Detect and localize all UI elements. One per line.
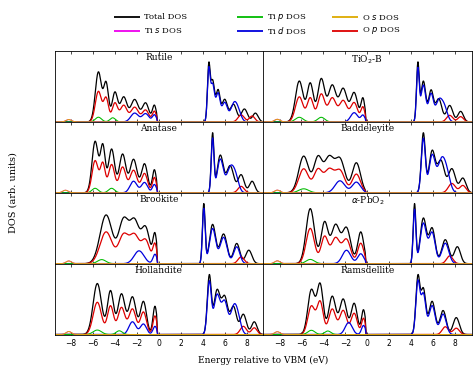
Text: Ti $p$ DOS: Ti $p$ DOS	[267, 11, 307, 23]
Text: Ramsdellite: Ramsdellite	[340, 266, 394, 275]
Text: TiO$_2$-B: TiO$_2$-B	[352, 53, 383, 66]
Text: O $p$ DOS: O $p$ DOS	[362, 25, 400, 37]
Text: Hollandite: Hollandite	[135, 266, 183, 275]
Text: DOS (arb. units): DOS (arb. units)	[9, 152, 18, 233]
Text: O $s$ DOS: O $s$ DOS	[362, 12, 399, 22]
Text: $\alpha$-PbO$_2$: $\alpha$-PbO$_2$	[350, 195, 384, 208]
Text: Total DOS: Total DOS	[144, 13, 187, 21]
Text: Rutile: Rutile	[145, 53, 173, 62]
Text: Ti $s$ DOS: Ti $s$ DOS	[144, 26, 182, 36]
Text: Baddeleyite: Baddeleyite	[340, 124, 394, 133]
Text: Ti $d$ DOS: Ti $d$ DOS	[267, 25, 307, 37]
Text: Brookite: Brookite	[139, 195, 179, 204]
Text: Energy relative to VBM (eV): Energy relative to VBM (eV)	[198, 356, 328, 365]
Text: Anatase: Anatase	[140, 124, 177, 133]
